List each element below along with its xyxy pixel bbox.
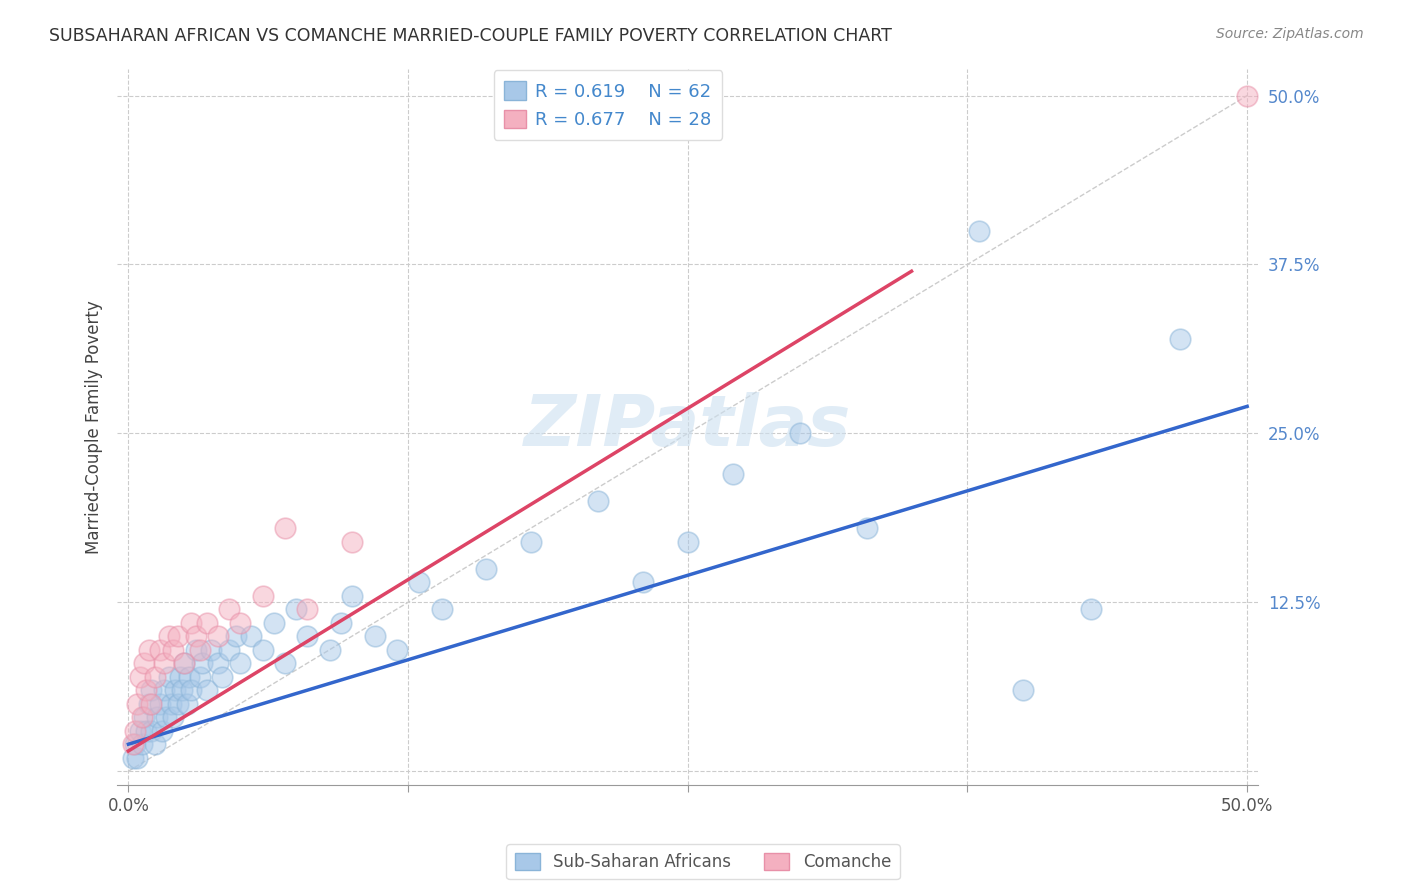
Point <box>967 224 990 238</box>
Point <box>297 602 319 616</box>
Y-axis label: Married-Couple Family Poverty: Married-Couple Family Poverty <box>86 300 103 554</box>
Point <box>166 629 188 643</box>
Point <box>157 629 180 643</box>
Point <box>297 629 319 643</box>
Text: SUBSAHARAN AFRICAN VS COMANCHE MARRIED-COUPLE FAMILY POVERTY CORRELATION CHART: SUBSAHARAN AFRICAN VS COMANCHE MARRIED-C… <box>49 27 891 45</box>
Point <box>172 683 194 698</box>
Point <box>229 615 252 630</box>
Point <box>146 710 169 724</box>
Point <box>188 670 211 684</box>
Point <box>132 710 155 724</box>
Point <box>121 750 143 764</box>
Point <box>127 697 149 711</box>
Point <box>274 521 297 535</box>
Point <box>218 642 240 657</box>
Point <box>252 642 274 657</box>
Point <box>132 656 155 670</box>
Point <box>588 494 610 508</box>
Point <box>124 737 146 751</box>
Point <box>131 737 153 751</box>
Point <box>131 710 153 724</box>
Point <box>143 670 166 684</box>
Point <box>225 629 247 643</box>
Text: Source: ZipAtlas.com: Source: ZipAtlas.com <box>1216 27 1364 41</box>
Point <box>195 615 218 630</box>
Point <box>1012 683 1035 698</box>
Point <box>135 723 157 738</box>
Point <box>721 467 744 481</box>
Point <box>475 561 498 575</box>
Point <box>340 589 363 603</box>
Point <box>173 656 195 670</box>
Point <box>150 723 173 738</box>
Point <box>180 683 202 698</box>
Point <box>252 589 274 603</box>
Point <box>169 670 191 684</box>
Point <box>207 629 229 643</box>
Point <box>329 615 352 630</box>
Point <box>676 534 699 549</box>
Point <box>319 642 342 657</box>
Point <box>162 642 184 657</box>
Point <box>157 670 180 684</box>
Point <box>184 642 207 657</box>
Point <box>263 615 285 630</box>
Point <box>138 642 160 657</box>
Point <box>631 575 654 590</box>
Point <box>124 723 146 738</box>
Point <box>128 723 150 738</box>
Point <box>121 737 143 751</box>
Point <box>855 521 877 535</box>
Point <box>195 683 218 698</box>
Point <box>139 697 162 711</box>
Point <box>173 656 195 670</box>
Point <box>160 697 183 711</box>
Point <box>430 602 453 616</box>
Point <box>520 534 543 549</box>
Point <box>229 656 252 670</box>
Point <box>135 683 157 698</box>
Point <box>176 697 198 711</box>
Point <box>166 697 188 711</box>
Point <box>139 723 162 738</box>
Point <box>789 426 811 441</box>
Point <box>363 629 385 643</box>
Point <box>340 534 363 549</box>
Point <box>274 656 297 670</box>
Point <box>1080 602 1102 616</box>
Point <box>188 642 211 657</box>
Point <box>385 642 408 657</box>
Point <box>127 750 149 764</box>
Point <box>128 670 150 684</box>
Legend: Sub-Saharan Africans, Comanche: Sub-Saharan Africans, Comanche <box>506 845 900 880</box>
Point <box>149 642 172 657</box>
Point <box>211 670 233 684</box>
Legend: R = 0.619    N = 62, R = 0.677    N = 28: R = 0.619 N = 62, R = 0.677 N = 28 <box>494 70 723 140</box>
Point <box>139 683 162 698</box>
Point <box>153 656 176 670</box>
Point <box>153 683 176 698</box>
Point <box>155 710 177 724</box>
Point <box>285 602 308 616</box>
Point <box>200 642 222 657</box>
Point <box>149 697 172 711</box>
Point <box>191 656 214 670</box>
Point <box>218 602 240 616</box>
Point <box>177 670 200 684</box>
Point <box>1168 332 1191 346</box>
Point <box>207 656 229 670</box>
Point <box>184 629 207 643</box>
Point <box>143 737 166 751</box>
Point <box>165 683 187 698</box>
Point <box>138 697 160 711</box>
Point <box>162 710 184 724</box>
Point <box>180 615 202 630</box>
Text: ZIPatlas: ZIPatlas <box>524 392 852 461</box>
Point <box>408 575 430 590</box>
Point <box>240 629 263 643</box>
Point <box>1236 88 1258 103</box>
